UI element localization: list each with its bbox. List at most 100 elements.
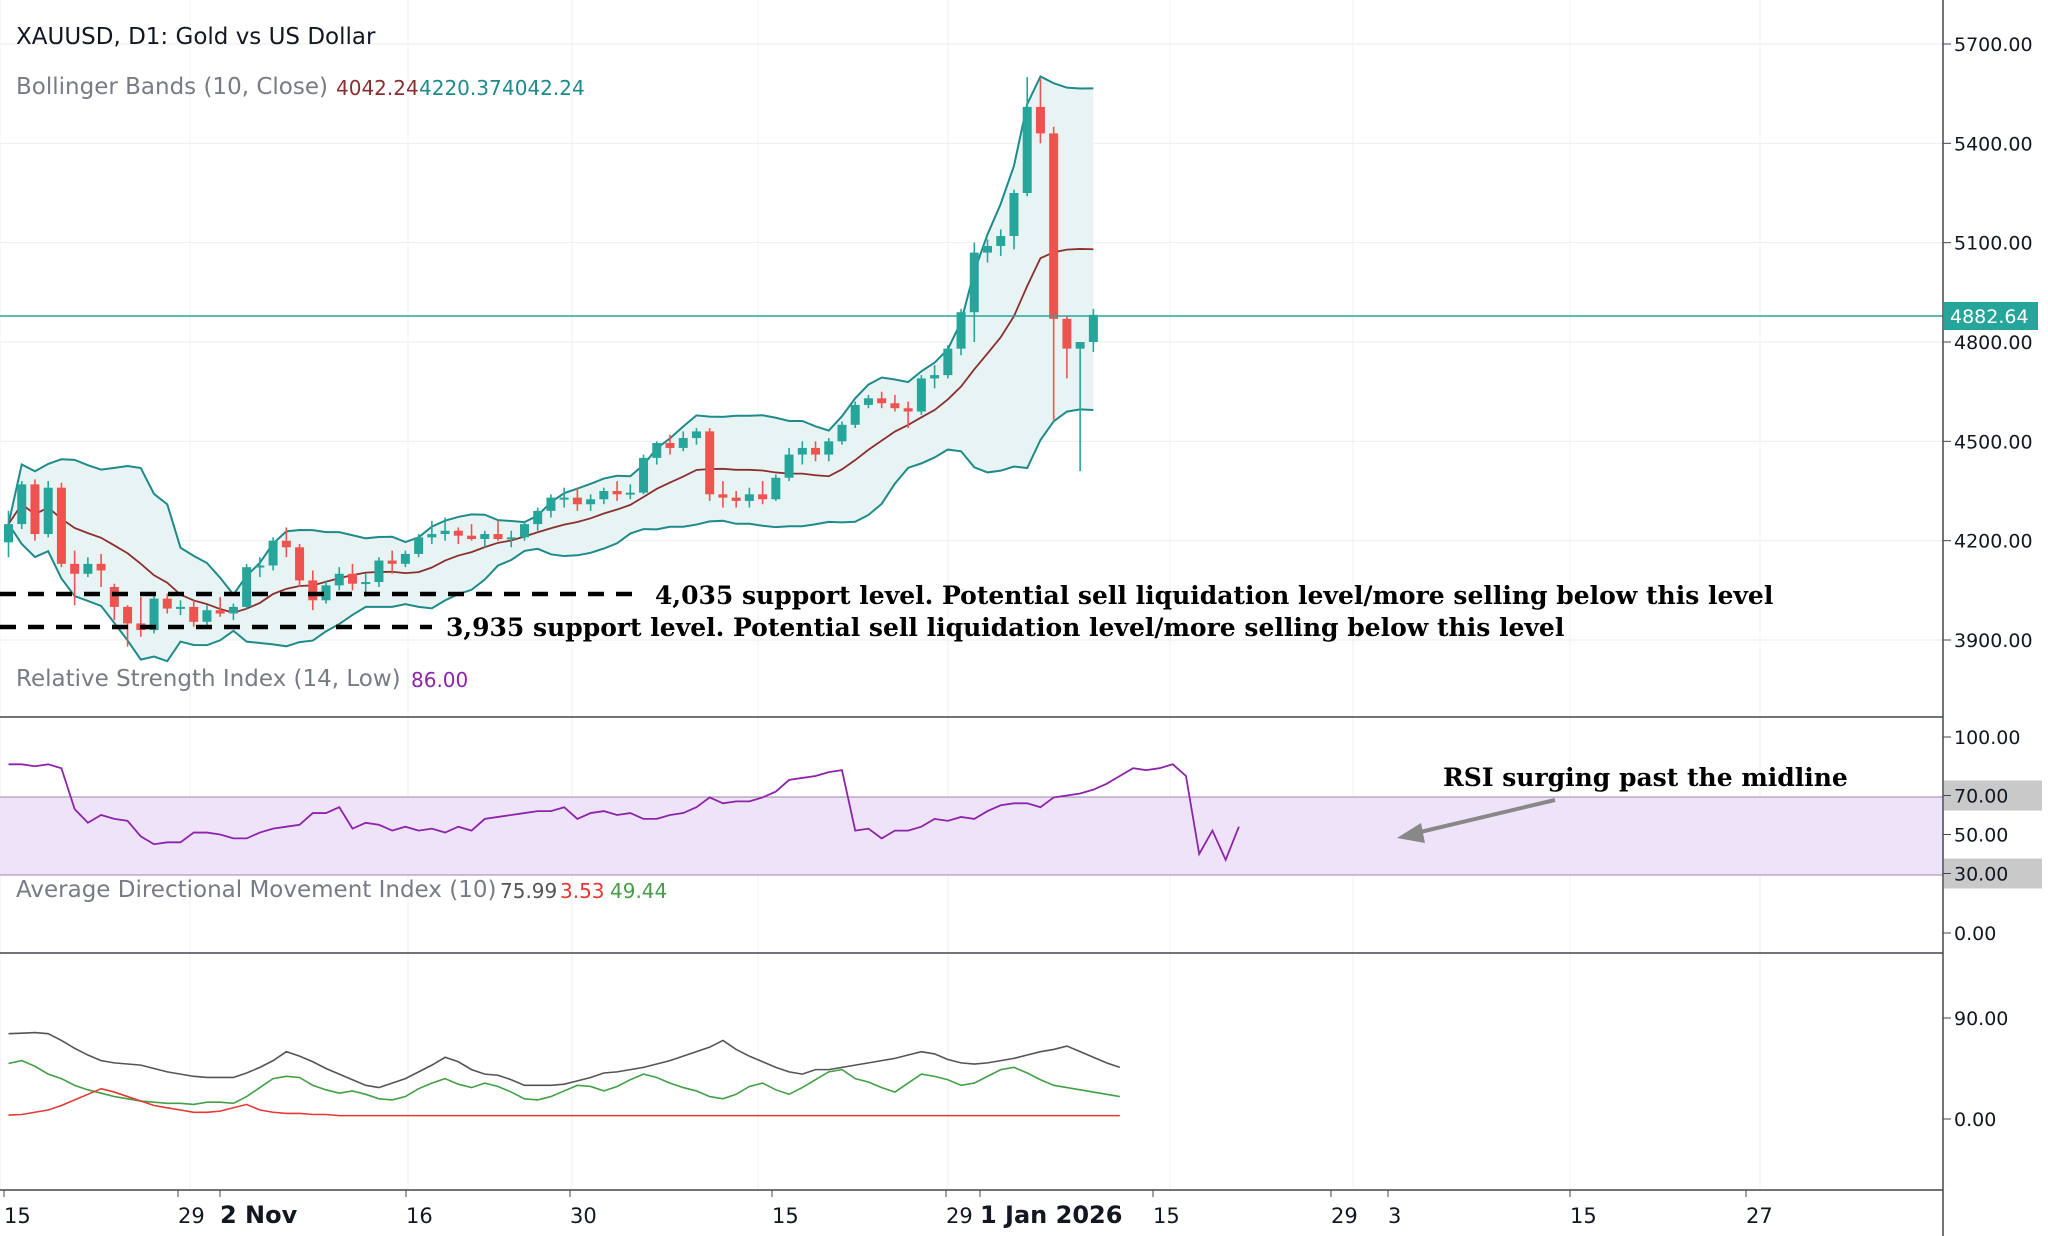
- candle-body: [797, 447, 807, 455]
- candle-body: [771, 477, 781, 500]
- candle-body: [109, 587, 119, 607]
- price-tick-label: 5700.00: [1954, 34, 2033, 56]
- candle-body: [400, 553, 410, 564]
- candle-body: [850, 404, 860, 425]
- candle-body: [202, 610, 212, 622]
- candle-body: [30, 484, 40, 535]
- candle-body: [1009, 193, 1019, 237]
- candle-body: [519, 524, 529, 538]
- candle-body: [374, 560, 384, 583]
- rsi-tick-label: 0.00: [1954, 923, 1996, 945]
- candle-body: [930, 375, 940, 379]
- candle-body: [903, 408, 913, 412]
- candle-body: [983, 245, 993, 253]
- candle-body: [427, 534, 437, 538]
- bb-value-3: 4042.24: [502, 76, 585, 100]
- rsi-zone: [0, 797, 1943, 875]
- adx-value-1: 75.99: [500, 879, 557, 903]
- rsi-band-badge: [1944, 858, 2042, 889]
- time-tick-label: 2 Nov: [220, 1201, 298, 1229]
- adx-title: Average Directional Movement Index (10): [16, 877, 496, 903]
- adx-tick-label: 90.00: [1954, 1008, 2008, 1030]
- candle-body: [652, 442, 662, 458]
- rsi-title: Relative Strength Index (14, Low): [16, 666, 401, 692]
- candle-body: [414, 537, 424, 554]
- time-tick-label: 29: [1331, 1204, 1358, 1228]
- price-tick-label: 4200.00: [1954, 531, 2033, 553]
- candle-body: [361, 582, 371, 585]
- candle-body: [744, 494, 754, 501]
- candle-body: [4, 524, 13, 543]
- price-tick-label: 5400.00: [1954, 133, 2033, 155]
- candle-body: [255, 565, 265, 568]
- candle-body: [175, 606, 185, 609]
- candle-body: [467, 535, 477, 540]
- rsi-tick-label: 70.00: [1954, 786, 2008, 808]
- candle-body: [572, 497, 582, 505]
- price-tick-label: 3900.00: [1954, 630, 2033, 652]
- candle-body: [586, 499, 596, 505]
- candle-body: [1022, 106, 1032, 193]
- candle-body: [83, 563, 93, 574]
- time-tick-label: 1 Jan 2026: [980, 1201, 1122, 1229]
- candle-body: [1062, 318, 1072, 349]
- candle-body: [96, 563, 106, 571]
- bb-lower-line: [7, 408, 1094, 663]
- time-axis: 15 29 2 Nov 16 30 15 29 1 Jan 2026 15 29 3 15 27: [3, 1190, 1773, 1229]
- candle-body: [665, 442, 675, 448]
- candle-body: [56, 487, 66, 564]
- candle-body: [228, 606, 238, 614]
- time-tick-label: 15: [772, 1204, 799, 1228]
- time-tick-label: 3: [1388, 1204, 1401, 1228]
- candle-body: [639, 457, 649, 493]
- candle-body: [1049, 133, 1059, 319]
- time-tick-label: 15: [4, 1204, 31, 1228]
- rsi-tick-label: 30.00: [1954, 864, 2008, 886]
- candle-body: [268, 540, 278, 566]
- rsi-arrow-head: [1397, 823, 1425, 843]
- candle-body: [70, 563, 80, 574]
- candle-body: [480, 534, 490, 540]
- candle-body: [493, 534, 503, 540]
- candle-body: [440, 530, 450, 535]
- adx-line-minus-di: [8, 1087, 1120, 1117]
- candle-body: [189, 606, 199, 622]
- candle-body: [811, 447, 821, 455]
- candle-body: [691, 431, 701, 439]
- rsi-value: 86.00: [411, 668, 468, 692]
- candle-body: [731, 497, 741, 501]
- price-tick-label: 5100.00: [1954, 233, 2033, 255]
- candle-body: [890, 403, 900, 409]
- candle-body: [215, 610, 225, 614]
- time-tick-label: 29: [178, 1204, 205, 1228]
- candle-body: [824, 441, 834, 455]
- time-tick-label: 30: [570, 1204, 597, 1228]
- candle-body: [559, 497, 569, 500]
- bb-fill: [8, 76, 1094, 662]
- candle-body: [295, 547, 305, 581]
- candle-body: [281, 540, 291, 548]
- axis-labels: 5700.00 5400.00 5100.00 4800.00 4500.00 4200.…: [1943, 34, 2042, 1131]
- candle-body: [321, 585, 331, 601]
- support-annotation-2: 3,935 support level. Potential sell liqu…: [446, 613, 1564, 642]
- rsi-tick-label: 100.00: [1954, 727, 2020, 749]
- candle-body: [149, 598, 159, 631]
- candle-body: [996, 236, 1006, 246]
- adx-series: [8, 1031, 1121, 1117]
- candle-body: [678, 438, 688, 448]
- rsi-band-badge: [1944, 780, 2042, 811]
- candle-body: [308, 580, 318, 601]
- candle-body: [347, 573, 357, 584]
- candle-body: [43, 487, 53, 535]
- candle-body: [1035, 106, 1045, 134]
- candle-body: [837, 424, 847, 442]
- candle-body: [612, 491, 622, 495]
- rsi-annotation: RSI surging past the midline: [1443, 763, 1848, 792]
- candle-body: [956, 312, 966, 349]
- candle-body: [334, 573, 344, 586]
- candle-body: [1075, 342, 1085, 349]
- candle-body: [943, 348, 953, 376]
- current-price-badge: [1944, 302, 2038, 330]
- candle-body: [123, 606, 133, 624]
